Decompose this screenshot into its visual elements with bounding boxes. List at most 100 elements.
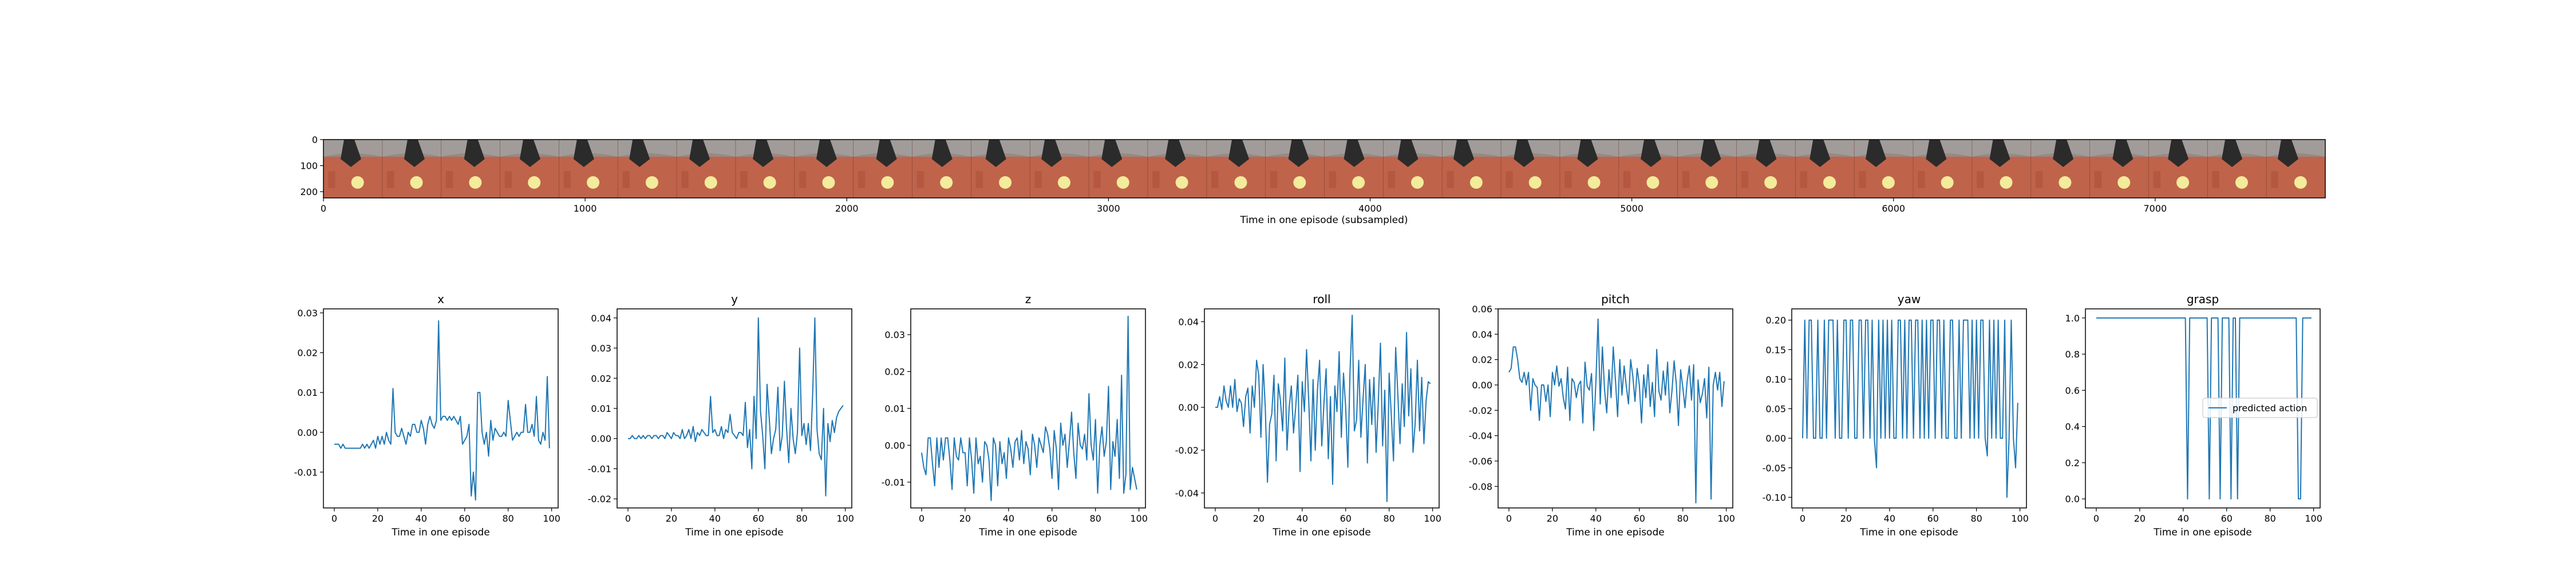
plot-axes-frame [2085,308,2321,509]
target-object-icon [1469,176,1483,189]
robot-arm-icon [1288,140,1309,167]
y-tick-label: -0.01 [588,463,611,474]
filmstrip-axes-frame [323,139,2326,198]
x-tick-label: 20 [959,513,971,524]
y-tick-label: -0.02 [588,494,611,505]
filmstrip-frame [1324,140,1384,198]
robot-arm-icon [1165,140,1186,167]
y-tick-label: -0.04 [1175,488,1199,499]
x-axis-label: Time in one episode [1566,527,1664,538]
y-tick-label: 0.15 [1765,344,1786,355]
filmstrip-frame [2148,140,2208,198]
x-tick-label: 100 [543,513,560,524]
target-object-icon [1411,176,1424,189]
target-object-icon [1175,176,1188,189]
robot-arm-icon [1641,140,1662,167]
robot-arm-icon [2277,140,2298,167]
target-object-icon [1587,176,1601,189]
x-tick-label: 0 [2093,513,2099,524]
filmstrip-frame [2030,140,2091,198]
plot-yaw: yaw 0 20 40 60 80 100 -0.10 -0.05 0.00 0.05 0.10 0.1… [1763,292,2029,538]
robot-arm-icon [1926,140,1947,167]
y-tick-label: 0.03 [297,308,318,319]
filmstrip-frame [382,140,442,198]
y-tick-label: 0.03 [884,329,905,340]
filmstrip-frame [1795,140,1855,198]
y-tick-label: 0.01 [591,403,611,414]
x-tick-label: 60 [2221,513,2233,524]
plot-axes-frame [323,308,559,509]
y-tick-label: 0.04 [1178,316,1199,327]
filmstrip-frame [1206,140,1266,198]
robot-arm-icon [1397,140,1419,167]
x-tick-label: 80 [1090,513,1101,524]
plot-title: z [1025,292,1032,306]
filmstrip-x-tick-label: 6000 [1882,203,1905,214]
y-tick-label: 0.00 [297,427,318,438]
y-tick-label: 0.00 [884,440,905,451]
target-object-icon [2000,176,2013,189]
x-tick-label: 0 [919,513,924,524]
target-object-icon [704,176,717,189]
filmstrip-frame [912,140,971,198]
robot-arm-icon [2112,140,2134,167]
y-tick-label: 0.02 [591,373,611,384]
plot-roll: roll 0 20 40 60 80 100 -0.04 -0.02 0.00 0.02 0.04 Ti… [1175,292,1441,538]
filmstrip-frame [1029,140,1089,198]
robot-arm-icon [1809,140,1831,167]
filmstrip-frame [617,140,677,198]
filmstrip-frame [735,140,795,198]
y-tick-label: 0.10 [1765,374,1786,385]
target-object-icon [1293,176,1306,189]
y-tick-label: -0.10 [1763,492,1786,503]
target-object-icon [587,176,600,189]
x-tick-label: 100 [1424,513,1441,524]
x-tick-label: 40 [2178,513,2189,524]
filmstrip-x-tick-label: 0 [321,203,326,214]
x-tick-label: 80 [1971,513,1982,524]
x-axis-label: Time in one episode [685,527,783,538]
x-tick-label: 40 [1297,513,1308,524]
x-tick-label: 60 [1046,513,1058,524]
y-tick-label: 0.00 [1765,433,1786,444]
x-tick-label: 60 [1340,513,1352,524]
x-tick-label: 0 [625,513,631,524]
plot-title: grasp [2187,292,2219,306]
plot-y: y 0 20 40 60 80 100 -0.02 -0.01 0.00 0.01 0.02 0.03 0… [588,292,854,538]
filmstrip-x-tick-label: 3000 [1097,203,1120,214]
x-axis-label: Time in one episode [1859,527,1958,538]
filmstrip-panel: 0 1000 2000 3000 4000 5000 6000 7000 0 100 200 Ti… [300,134,2326,226]
target-object-icon [2294,176,2307,189]
filmstrip-frame [1088,140,1148,198]
robot-arm-icon [404,140,425,167]
x-tick-label: 20 [2134,513,2146,524]
x-tick-label: 40 [1003,513,1014,524]
legend-box [2202,398,2318,418]
plot-z: z 0 20 40 60 80 100 -0.01 0.00 0.01 0.02 0.03 Time i… [882,292,1148,538]
filmstrip-frame [500,140,559,198]
y-tick-label: 0.02 [297,348,318,359]
y-tick-label: -0.01 [882,477,905,488]
target-object-icon [822,176,835,189]
robot-arm-icon [1756,140,1777,167]
target-object-icon [1941,176,1954,189]
y-tick-label: 0.02 [1178,359,1199,370]
series-line [627,317,844,496]
robot-arm-icon [2168,140,2189,167]
filmstrip-frame [970,140,1030,198]
x-tick-label: 100 [1130,513,1148,524]
target-object-icon [1234,176,1247,189]
y-tick-label: 0.02 [1472,355,1492,366]
series-line [1508,318,1725,504]
y-tick-label: 0.0 [2065,494,2080,505]
target-object-icon [940,176,953,189]
y-tick-label: 0.01 [884,403,905,414]
y-tick-label: -0.04 [1469,431,1492,442]
legend-entry: predicted action [2233,403,2307,414]
filmstrip-frame [1559,140,1619,198]
series-line [2096,317,2312,500]
y-tick-label: -0.02 [1175,445,1199,456]
filmstrip-frame [853,140,913,198]
robot-arm-icon [2222,140,2243,167]
